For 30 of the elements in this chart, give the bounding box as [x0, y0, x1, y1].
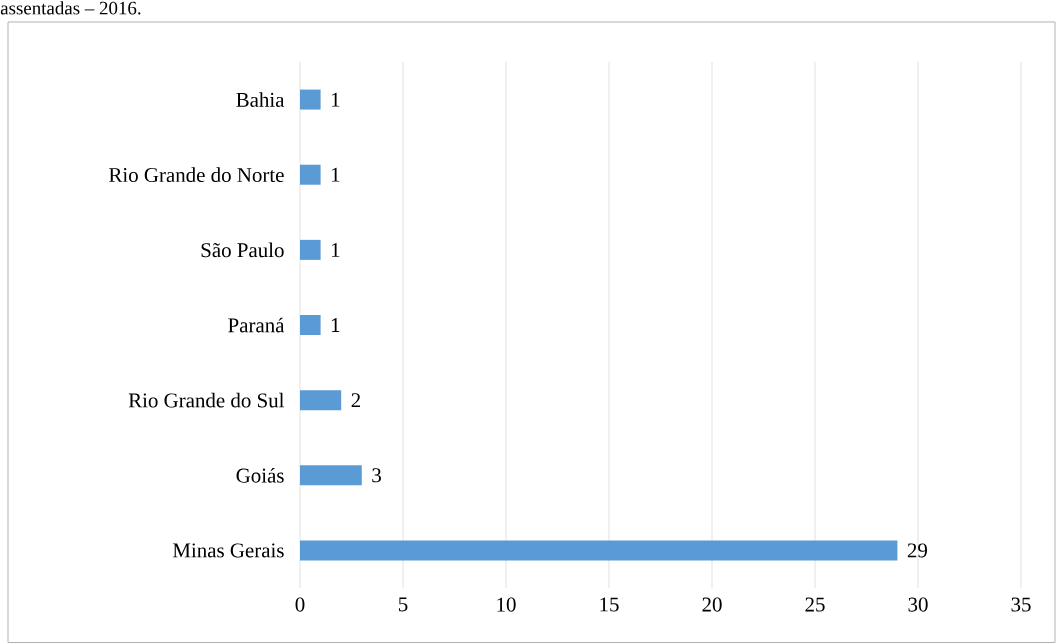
data-label: 3 [372, 468, 381, 483]
data-label: 29 [907, 543, 927, 558]
bar [300, 540, 898, 561]
text: assentadas – 2016. [0, 1, 141, 15]
bar [300, 164, 321, 185]
x-tick-label: 25 [805, 597, 825, 612]
bar [300, 89, 321, 110]
x-tick-label: 20 [702, 597, 722, 612]
y-tick-label: Rio Grande do Sul [128, 392, 285, 408]
data-label: 1 [331, 242, 340, 257]
x-tick-label: 0 [295, 597, 305, 612]
y-tick-label: Goiás [236, 467, 284, 483]
y-tick-label: Paraná [228, 317, 285, 333]
bar [300, 239, 321, 260]
data-label: 2 [351, 393, 361, 408]
bar [300, 315, 321, 335]
bar [300, 465, 362, 486]
x-tick-label: 15 [600, 597, 619, 612]
x-tick-label: 5 [398, 597, 408, 612]
y-tick-label: Minas Gerais [172, 543, 284, 558]
x-tick-label: 35 [1011, 597, 1031, 612]
y-tick-label: Rio Grande do Norte [109, 167, 284, 183]
x-tick-label: 10 [497, 597, 516, 612]
data-label: 1 [331, 318, 340, 332]
data-label: 1 [331, 92, 340, 107]
y-tick-label: São Paulo [201, 242, 284, 258]
y-tick-label: Bahia [236, 92, 285, 107]
x-tick-label: 30 [908, 597, 928, 612]
data-label: 1 [331, 167, 340, 182]
bar [300, 390, 342, 411]
